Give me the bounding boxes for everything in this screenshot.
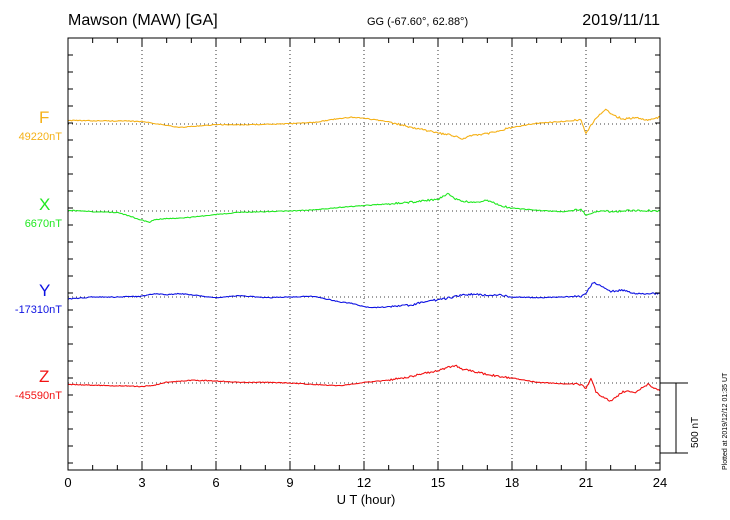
channel-label-f: F (39, 108, 50, 127)
scale-bar-label: 500 nT (690, 416, 701, 448)
series-line-z (67, 364, 661, 402)
channel-baseline-x: 6670nT (24, 218, 62, 230)
scale-bar (660, 382, 688, 454)
channel-baseline-y: -17310nT (14, 304, 62, 316)
x-tick-label: 0 (64, 475, 71, 490)
x-tick-label: 9 (286, 475, 293, 490)
channel-label-x: X (39, 195, 51, 214)
x-tick-label: 15 (431, 475, 445, 490)
series-lines (67, 108, 661, 402)
channel-label-y: Y (39, 281, 51, 300)
series-line-y (67, 281, 661, 309)
x-tick-label: 21 (579, 475, 593, 490)
series-line-f (67, 108, 661, 140)
observation-date: 2019/11/11 (582, 12, 660, 29)
channel-baseline-z: -45590nT (14, 390, 62, 402)
x-tick-label: 3 (138, 475, 145, 490)
plotted-timestamp: Plotted at 2019/12/12 01:35 UT (722, 372, 729, 470)
x-axis-title-text: U T (hour) (336, 492, 396, 507)
x-tick-label: 6 (212, 475, 219, 490)
x-tick-label: 24 (653, 475, 667, 490)
axis-ticks: 0 3 6 9 12 15 18 21 24 (64, 38, 667, 490)
x-tick-label: 18 (505, 475, 519, 490)
x-tick-label: 12 (357, 475, 371, 490)
channel-label-z: Z (39, 367, 50, 386)
x-axis-title: U T (hour) (0, 492, 730, 507)
geographic-coordinates: GG (-67.60°, 62.88°) (367, 16, 469, 28)
series-line-x (67, 192, 661, 224)
station-title: Mawson (MAW) [GA] (68, 12, 218, 29)
channel-baseline-f: 49220nT (18, 131, 62, 143)
grid-lines (68, 38, 660, 470)
